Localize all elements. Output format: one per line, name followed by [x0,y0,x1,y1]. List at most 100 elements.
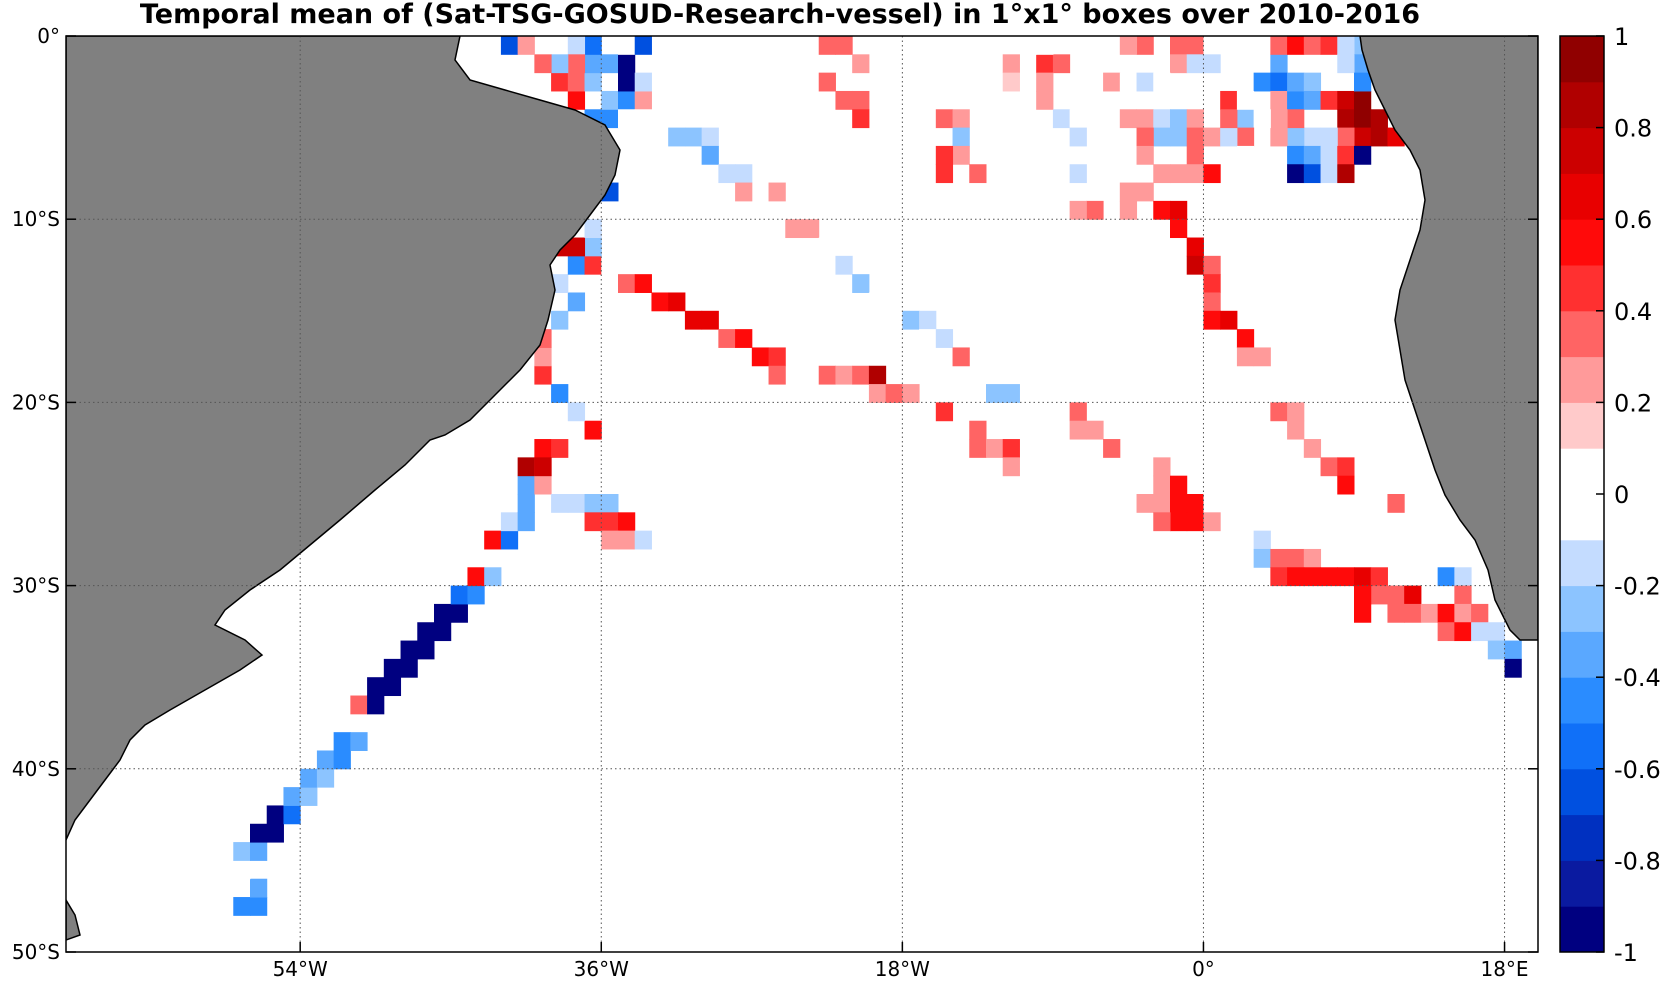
data-cell [1153,127,1171,147]
data-cell [1287,145,1305,165]
data-cell [1354,72,1372,92]
data-cell [567,494,586,513]
data-cell [1437,622,1455,642]
data-cell [434,622,452,642]
data-cell [1170,512,1188,532]
data-cell [1236,36,1255,55]
data-cell [1203,36,1221,55]
data-cell [1136,109,1154,129]
colorbar-segment [1560,768,1604,816]
data-cell [534,365,552,385]
data-cell [768,347,786,367]
data-cell [1337,145,1355,165]
data-cell [250,897,268,916]
data-cell [266,823,284,843]
colorbar-label: 0.6 [1614,206,1652,234]
data-cell [1069,402,1087,422]
data-cell [1153,109,1171,129]
data-cell [952,347,970,367]
data-cell [818,36,836,55]
colorbar-segment [1560,173,1604,220]
data-cell [1170,164,1188,184]
data-cell [1287,420,1305,440]
data-cell [1320,36,1338,37]
data-cell [1454,585,1472,605]
data-cell [1203,310,1221,330]
data-cell [1203,164,1221,184]
data-cell [1370,127,1388,147]
data-cell [1203,494,1221,513]
data-cell [534,347,552,367]
data-cell [1002,36,1020,37]
africa-land [1359,36,1538,641]
data-cell [250,878,268,898]
data-cell [885,384,903,403]
data-cell [1136,72,1154,92]
data-cell [601,109,619,129]
data-cell [1170,36,1188,37]
data-cell [735,164,753,184]
data-cell [567,36,586,37]
data-cell [1504,658,1522,678]
data-cell [835,255,853,275]
data-cell [1337,109,1355,129]
colorbar-segment [1560,81,1604,129]
data-cell [534,54,552,74]
data-cell [1270,109,1288,129]
data-cell [1287,402,1305,422]
data-cell [701,310,719,330]
data-cell [467,585,485,605]
data-cell [1270,548,1288,568]
data-cell [1170,36,1188,55]
data-cell [601,54,619,74]
colorbar-segment [1560,127,1604,174]
data-cell [1002,384,1020,403]
data-cell [885,310,903,330]
data-cell [250,823,268,843]
data-cell [1186,237,1204,257]
data-cell [852,274,870,293]
data-cell [1354,36,1372,37]
data-cell [1069,109,1087,129]
data-cell [735,329,753,348]
data-cell [584,494,602,513]
data-cell [1203,512,1221,532]
data-cell [1186,109,1204,129]
colorbar-segment [1560,448,1604,495]
colorbar-segment [1560,585,1604,632]
data-cell [1036,54,1054,74]
data-cell [601,36,619,37]
data-cell [316,750,335,770]
data-cell [1354,145,1372,165]
data-cell [1170,219,1188,239]
data-cell [1337,164,1355,184]
data-cell [1136,36,1154,37]
data-cell [902,310,920,330]
data-cell [500,36,519,55]
data-cell [1069,127,1087,147]
data-cell [1320,457,1338,477]
y-tick-label: 40°S [12,757,60,781]
data-cell [1086,109,1104,129]
landmasses [66,36,1538,941]
data-cell [852,90,870,110]
data-cell [1236,145,1255,165]
data-cell [1454,567,1472,587]
data-cell [534,457,552,477]
data-cell [1404,585,1422,605]
data-cell [1287,90,1305,110]
data-cell [835,36,853,55]
data-cell [1203,54,1221,74]
data-cell [1287,548,1305,568]
data-cell [1086,420,1104,440]
data-cell [350,732,368,751]
data-cell [1270,402,1288,422]
data-cell [1487,640,1506,660]
data-cell [868,384,887,403]
x-tick-label: 36°W [574,957,629,981]
data-cell [1270,127,1288,147]
data-cell [1153,457,1171,477]
data-cell [1337,36,1355,37]
data-cell [1387,585,1405,605]
